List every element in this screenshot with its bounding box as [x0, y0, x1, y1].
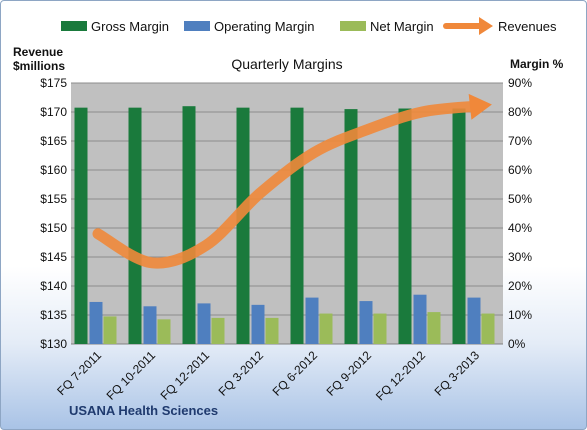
- bar-gross-margin: [74, 107, 88, 345]
- bar-net-margin: [373, 313, 387, 344]
- x-axis-tick-label: FQ 3-2013: [432, 348, 483, 399]
- left-axis-tick-label: $130: [40, 337, 67, 351]
- legend-label-net: Net Margin: [370, 19, 434, 34]
- left-axis-tick-label: $145: [40, 250, 67, 264]
- x-axis-tick-label: FQ 12-2011: [158, 348, 213, 403]
- legend-label-gross: Gross Margin: [91, 19, 169, 34]
- footer-company-name: USANA Health Sciences: [69, 403, 218, 418]
- right-axis-tick-label: 80%: [508, 105, 532, 119]
- left-axis-tick-label: $160: [40, 163, 67, 177]
- x-axis-tick-label: FQ 12-2012: [373, 348, 428, 403]
- right-axis-tick-label: 40%: [508, 221, 532, 235]
- bar-operating-margin: [359, 301, 373, 344]
- bar-operating-margin: [413, 294, 427, 344]
- bar-gross-margin: [290, 107, 304, 345]
- bar-operating-margin: [467, 297, 481, 344]
- x-axis-tick-label: FQ 3-2012: [216, 348, 267, 399]
- right-axis-tick-label: 90%: [508, 76, 532, 90]
- right-axis-title: Margin %: [510, 57, 564, 71]
- legend-swatch-net: [340, 21, 366, 31]
- legend-swatch-gross: [61, 21, 87, 31]
- bar-gross-margin: [344, 109, 358, 344]
- left-axis-tick-label: $170: [40, 105, 67, 119]
- x-axis-tick-label: FQ 6-2012: [270, 348, 321, 399]
- bar-net-margin: [319, 313, 333, 344]
- legend-item-revenues: Revenues: [443, 17, 557, 35]
- bar-operating-margin: [197, 303, 211, 344]
- bar-gross-margin: [452, 108, 466, 345]
- right-axis-tick-label: 10%: [508, 308, 532, 322]
- left-axis-tick-label: $140: [40, 279, 67, 293]
- right-axis-tick-label: 30%: [508, 250, 532, 264]
- revenue-arrowhead: [468, 93, 492, 120]
- bar-net-margin: [427, 312, 441, 344]
- legend-label-operating: Operating Margin: [214, 19, 314, 34]
- legend-arrowhead-revenues: [479, 17, 493, 35]
- right-axis-tick-label: 70%: [508, 134, 532, 148]
- x-axis-tick-label: FQ 9-2012: [324, 348, 375, 399]
- bar-gross-margin: [182, 106, 196, 344]
- bar-gross-margin: [398, 108, 412, 345]
- bar-operating-margin: [143, 306, 157, 344]
- x-axis-ticks: FQ 7-2011 FQ 10-2011 FQ 12-2011 FQ 3-2012 FQ…: [54, 348, 482, 403]
- left-axis-tick-label: $155: [40, 192, 67, 206]
- x-axis-tick-label: FQ 10-2011: [104, 348, 159, 403]
- bar-net-margin: [157, 319, 171, 344]
- bar-operating-margin: [305, 297, 319, 344]
- bar-net-margin: [265, 317, 279, 344]
- right-axis-tick-label: 60%: [508, 163, 532, 177]
- legend: Gross Margin Operating Margin Net Margin…: [61, 17, 557, 35]
- left-axis-title-line1: Revenue: [13, 45, 63, 59]
- bar-gross-margin: [128, 107, 142, 345]
- bar-net-margin: [103, 316, 117, 344]
- bar-gross-margin: [236, 107, 250, 345]
- left-axis-ticks: $130 $135 $140 $145 $150 $155 $160 $165 $170 $175: [40, 76, 67, 351]
- right-axis-ticks: 0% 10% 20% 30% 40% 50% 60% 70% 80% 90%: [508, 76, 532, 351]
- legend-item-operating: Operating Margin: [184, 19, 314, 34]
- legend-item-net: Net Margin: [340, 19, 434, 34]
- bar-net-margin: [211, 317, 225, 344]
- chart-title: Quarterly Margins: [231, 56, 342, 72]
- right-axis-tick-label: 20%: [508, 279, 532, 293]
- legend-item-gross: Gross Margin: [61, 19, 169, 34]
- plot-area: [71, 83, 503, 344]
- left-axis-tick-label: $150: [40, 221, 67, 235]
- x-axis-tick-label: FQ 7-2011: [54, 348, 104, 398]
- bars: [74, 106, 495, 345]
- legend-swatch-operating: [184, 21, 210, 31]
- legend-label-revenues: Revenues: [498, 19, 557, 34]
- bar-operating-margin: [251, 304, 265, 344]
- left-axis-tick-label: $165: [40, 134, 67, 148]
- left-axis-tick-label: $135: [40, 308, 67, 322]
- right-axis-tick-label: 50%: [508, 192, 532, 206]
- left-axis-title-line2: $millions: [13, 59, 65, 73]
- bar-net-margin: [481, 313, 495, 344]
- left-axis-tick-label: $175: [40, 76, 67, 90]
- bar-operating-margin: [89, 301, 103, 344]
- revenue-line: [92, 93, 492, 269]
- revenue-curve: [92, 100, 482, 269]
- right-axis-tick-label: 0%: [508, 337, 526, 351]
